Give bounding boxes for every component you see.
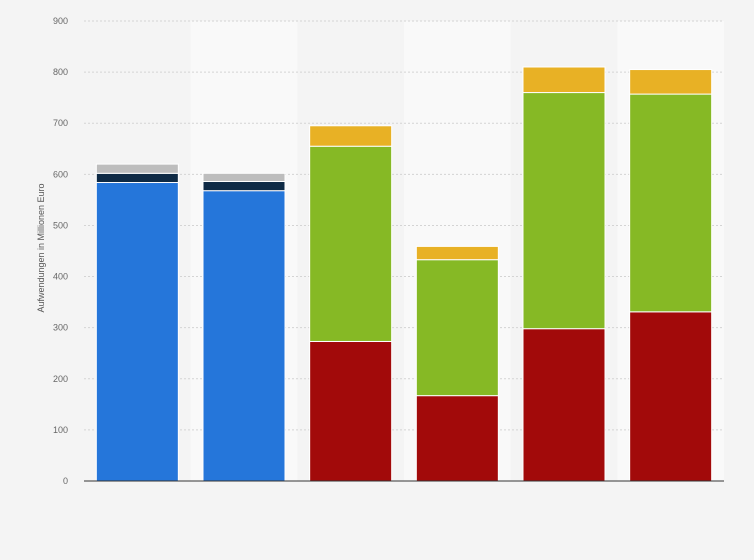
bar-segment[interactable] — [202, 180, 286, 192]
bar-segment[interactable] — [202, 190, 286, 482]
y-tick-label: 500 — [53, 220, 68, 230]
bar-segment[interactable] — [522, 92, 606, 330]
y-tick-label: 100 — [53, 425, 68, 435]
bar-segment[interactable] — [95, 163, 179, 174]
bar-segment[interactable] — [415, 395, 499, 482]
bar-segment[interactable] — [95, 172, 179, 184]
bar-segment[interactable] — [415, 245, 499, 261]
axes: 0 100 200 300 400 500 600 700 800 900 — [53, 16, 724, 486]
bar-segment[interactable] — [522, 66, 606, 94]
gridlines — [84, 20, 724, 431]
y-tick-label: 400 — [53, 272, 68, 282]
bar-segment[interactable] — [309, 145, 393, 342]
bar-segment[interactable] — [415, 259, 499, 397]
bar-segment[interactable] — [202, 172, 286, 182]
bars — [95, 66, 713, 482]
bar-segment[interactable] — [522, 328, 606, 482]
y-tick-label: 0 — [63, 476, 68, 486]
y-axis-label: Aufwendungen in Millionen Euro — [36, 183, 46, 312]
y-tick-label: 800 — [53, 67, 68, 77]
y-tick-label: 900 — [53, 16, 68, 26]
y-tick-label: 200 — [53, 374, 68, 384]
y-tick-label: 300 — [53, 323, 68, 333]
bar-segment[interactable] — [309, 125, 393, 147]
bar-segment[interactable] — [629, 311, 713, 482]
bar-segment[interactable] — [95, 182, 179, 482]
bar-segment[interactable] — [309, 340, 393, 482]
y-tick-label: 600 — [53, 169, 68, 179]
y-tick-label: 700 — [53, 118, 68, 128]
bar-segment[interactable] — [629, 93, 713, 313]
bar-segment[interactable] — [629, 69, 713, 95]
